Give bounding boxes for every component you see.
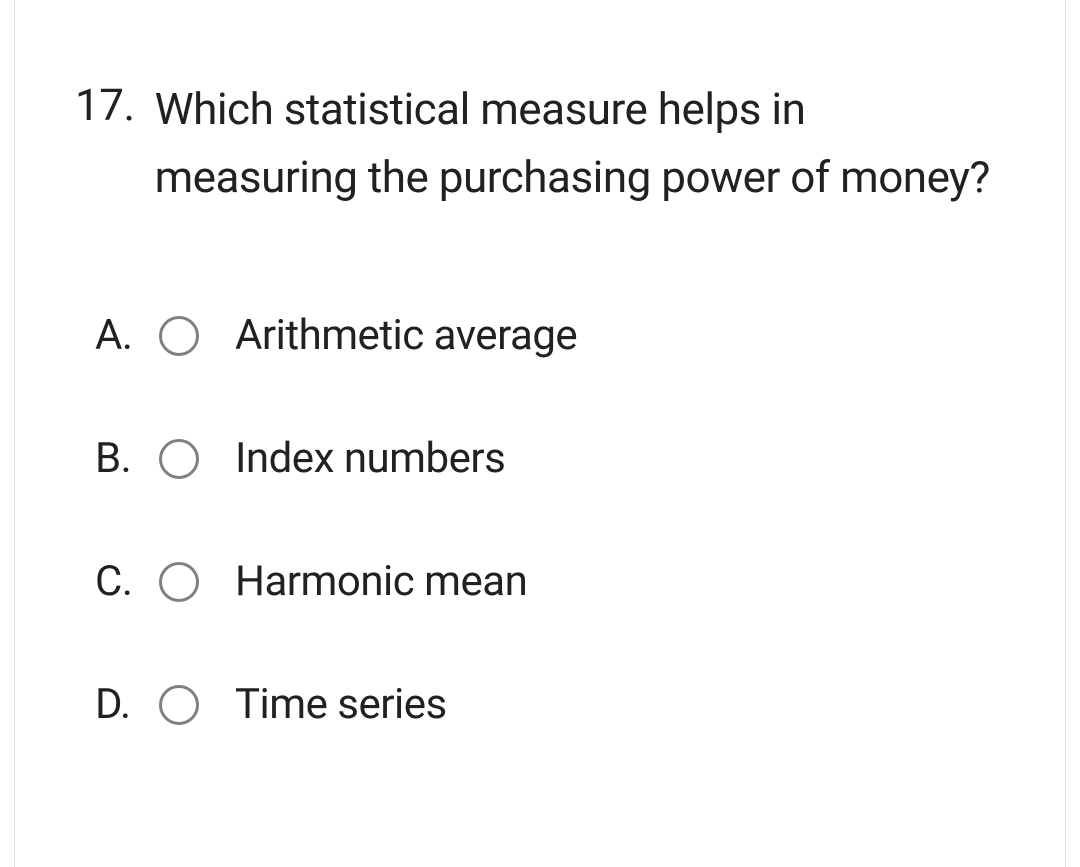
radio-button-d[interactable] — [159, 685, 199, 725]
radio-button-b[interactable] — [159, 439, 199, 479]
question-row: 17. Which statistical measure helps in m… — [15, 0, 1065, 211]
option-row-b[interactable]: B. Index numbers — [95, 434, 1005, 483]
options-list: A. Arithmetic average B. Index numbers C… — [15, 211, 1065, 729]
option-letter: D. — [95, 680, 159, 729]
radio-button-c[interactable] — [159, 562, 199, 602]
option-row-c[interactable]: C. Harmonic mean — [95, 557, 1005, 606]
option-letter: C. — [95, 557, 159, 606]
option-letter: B. — [95, 434, 159, 483]
option-label: Arithmetic average — [235, 311, 577, 360]
question-text: Which statistical measure helps in measu… — [155, 75, 1005, 211]
option-label: Time series — [235, 680, 447, 729]
question-number: 17. — [75, 75, 135, 137]
question-card: 17. Which statistical measure helps in m… — [14, 0, 1066, 867]
option-row-a[interactable]: A. Arithmetic average — [95, 311, 1005, 360]
option-letter: A. — [95, 311, 159, 360]
option-label: Harmonic mean — [235, 557, 527, 606]
option-row-d[interactable]: D. Time series — [95, 680, 1005, 729]
option-label: Index numbers — [235, 434, 505, 483]
radio-button-a[interactable] — [159, 316, 199, 356]
